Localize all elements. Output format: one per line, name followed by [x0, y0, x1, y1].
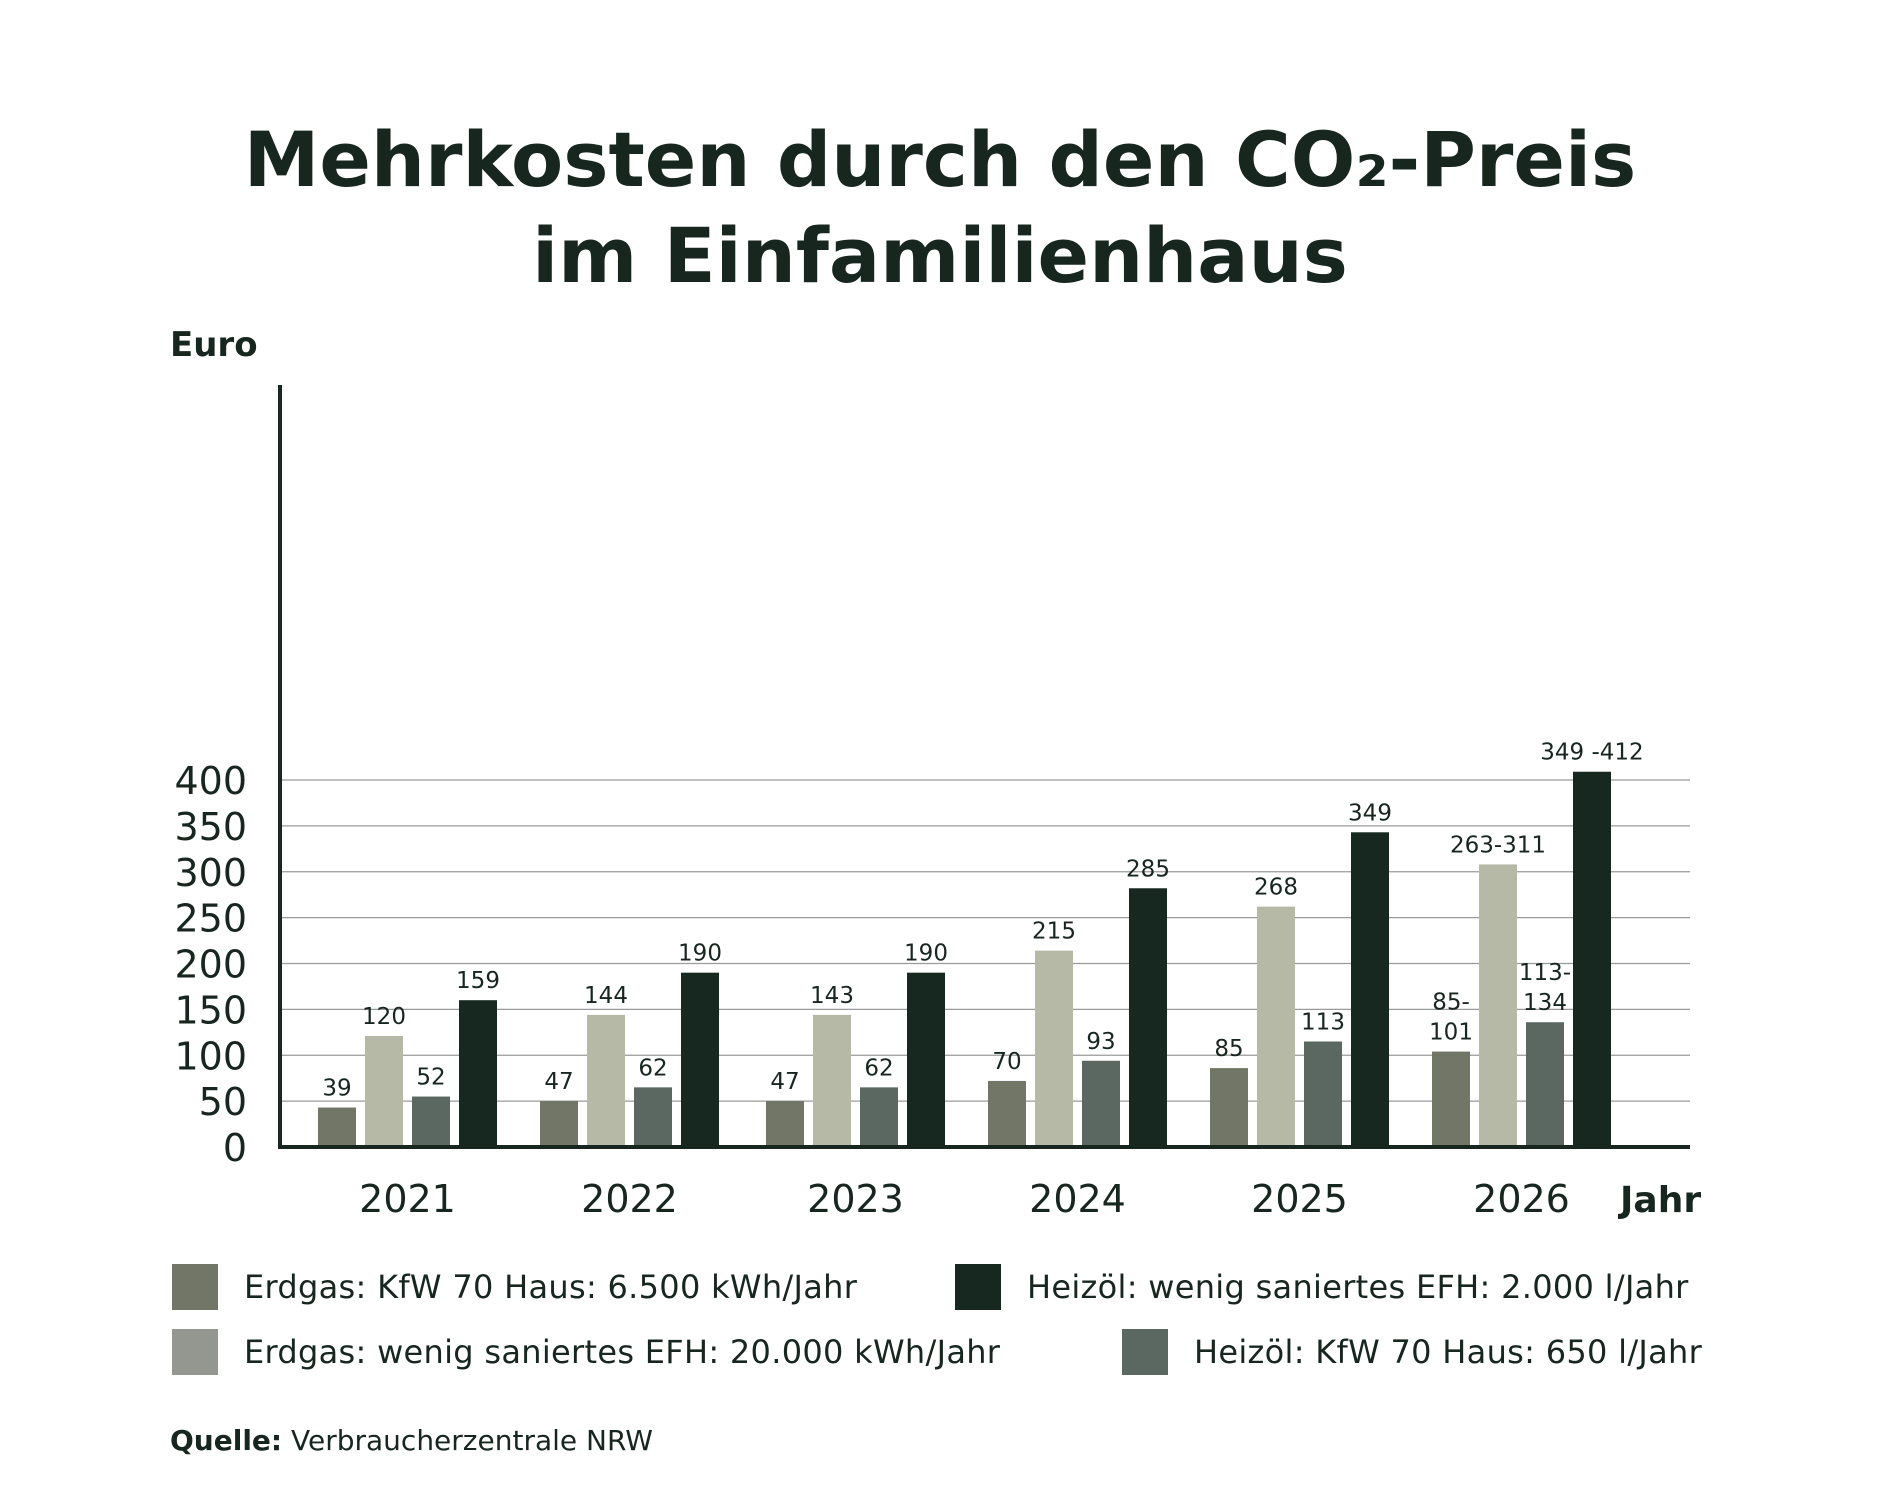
- legend-label-erdgas-efh: Erdgas: wenig saniertes EFH: 20.000 kWh/…: [244, 1333, 1001, 1371]
- data-label-2022-series-3: 62: [638, 1055, 667, 1081]
- chart-title-line-2: im Einfamilienhaus: [532, 211, 1348, 300]
- y-tick-label-400: 400: [174, 759, 247, 803]
- data-label-2024-series-2: 215: [1032, 919, 1076, 945]
- bar-2025-series-3: [1304, 1041, 1342, 1147]
- bar-2021-series-3: [412, 1096, 450, 1147]
- data-label-2024-series-3: 93: [1086, 1029, 1115, 1055]
- data-label-2026-series-3: 113-134: [1519, 960, 1571, 1016]
- bar-2022-series-4: [681, 972, 719, 1147]
- data-label-2021-series-2: 120: [362, 1004, 406, 1030]
- bar-2026-series-3: [1526, 1022, 1564, 1147]
- bar-2025-series-1: [1210, 1068, 1248, 1147]
- data-label-2025-series-4: 349: [1348, 800, 1392, 826]
- data-label-2025-series-1: 85: [1214, 1036, 1243, 1062]
- bar-2022-series-1: [540, 1101, 578, 1147]
- x-tick-label-2023: 2023: [807, 1177, 904, 1221]
- bar-2023-series-4: [907, 972, 945, 1147]
- data-label-2026-series-4: 349 -412: [1540, 740, 1643, 766]
- bar-2026-series-2: [1479, 864, 1517, 1147]
- data-label-2023-series-1: 47: [770, 1069, 799, 1095]
- legend-item-heizoel-efh: Heizöl: wenig saniertes EFH: 2.000 l/Jah…: [955, 1262, 1689, 1312]
- source-label: Quelle:: [170, 1424, 283, 1457]
- legend-label-heizoel-efh: Heizöl: wenig saniertes EFH: 2.000 l/Jah…: [1027, 1268, 1689, 1306]
- data-label-2025-series-2: 268: [1254, 875, 1298, 901]
- legend-swatch-erdgas-kfw70: [172, 1264, 218, 1310]
- data-label-2024-series-1: 70: [992, 1049, 1021, 1075]
- data-label-2021-series-3: 52: [416, 1065, 445, 1091]
- gridlines: [280, 779, 1690, 1102]
- bar-2021-series-4: [459, 1000, 497, 1147]
- bars: [318, 771, 1611, 1147]
- data-label-2026-series-1: 85-101: [1429, 990, 1473, 1046]
- bar-2025-series-2: [1257, 906, 1295, 1147]
- chart-title: Mehrkosten durch den CO₂-Preis im Einfam…: [0, 112, 1880, 304]
- data-label-2025-series-3: 113: [1301, 1009, 1345, 1035]
- x-tick-label-2026: 2026: [1473, 1177, 1570, 1221]
- bar-2023-series-3: [860, 1087, 898, 1147]
- data-label-2022-series-1: 47: [544, 1069, 573, 1095]
- bar-2024-series-3: [1082, 1060, 1120, 1147]
- y-tick-label-300: 300: [174, 851, 247, 895]
- bar-2024-series-1: [988, 1080, 1026, 1147]
- legend-swatch-heizoel-efh: [955, 1264, 1001, 1310]
- y-tick-label-350: 350: [174, 805, 247, 849]
- y-tick-label-250: 250: [174, 897, 247, 941]
- y-tick-label-150: 150: [174, 988, 247, 1032]
- source-text: Verbraucherzentrale NRW: [282, 1424, 653, 1457]
- data-label-2023-series-2: 143: [810, 983, 854, 1009]
- y-tick-label-0: 0: [223, 1126, 247, 1170]
- data-labels: 39 47 47 70 85 85-101 120 144 143 215 268 263-311 52…: [322, 740, 1643, 1102]
- legend-label-heizoel-kfw70: Heizöl: KfW 70 Haus: 650 l/Jahr: [1194, 1333, 1703, 1371]
- x-tick-label-2024: 2024: [1029, 1177, 1126, 1221]
- legend-item-heizoel-kfw70: Heizöl: KfW 70 Haus: 650 l/Jahr: [1122, 1327, 1702, 1377]
- bar-2021-series-2: [365, 1035, 403, 1147]
- data-label-2022-series-4: 190: [678, 941, 722, 967]
- y-tick-label-100: 100: [174, 1034, 247, 1078]
- bar-2026-series-1: [1432, 1051, 1470, 1147]
- bar-2022-series-3: [634, 1087, 672, 1147]
- y-axis-title: Euro: [170, 325, 258, 365]
- x-axis-title: Jahr: [1617, 1180, 1701, 1221]
- source-note: Quelle: Verbraucherzentrale NRW: [170, 1424, 653, 1457]
- bar-2025-series-4: [1351, 832, 1389, 1147]
- data-label-2021-series-1: 39: [322, 1076, 351, 1102]
- bar-2024-series-4: [1129, 888, 1167, 1147]
- data-label-2026-series-2: 263-311: [1450, 832, 1546, 858]
- bar-2023-series-1: [766, 1101, 804, 1147]
- legend-swatch-erdgas-efh: [172, 1329, 218, 1375]
- x-tick-label-2025: 2025: [1251, 1177, 1348, 1221]
- legend-item-erdgas-kfw70: Erdgas: KfW 70 Haus: 6.500 kWh/Jahr: [172, 1262, 857, 1312]
- bar-2021-series-1: [318, 1107, 356, 1147]
- bar-chart: 39 47 47 70 85 85-101 120 144 143 215 268 263-311 52…: [170, 325, 1701, 1221]
- bar-2022-series-2: [587, 1014, 625, 1147]
- y-tick-label-50: 50: [199, 1080, 247, 1124]
- data-label-2022-series-2: 144: [584, 983, 628, 1009]
- x-tick-label-2022: 2022: [581, 1177, 678, 1221]
- x-tick-label-2021: 2021: [359, 1177, 456, 1221]
- legend-swatch-heizoel-kfw70: [1122, 1329, 1168, 1375]
- chart-title-line-1: Mehrkosten durch den CO₂-Preis: [243, 115, 1637, 204]
- bar-2023-series-2: [813, 1014, 851, 1147]
- data-label-2024-series-4: 285: [1126, 856, 1170, 882]
- data-label-2023-series-3: 62: [864, 1055, 893, 1081]
- legend-item-erdgas-efh: Erdgas: wenig saniertes EFH: 20.000 kWh/…: [172, 1327, 1000, 1377]
- data-label-2021-series-4: 159: [456, 968, 500, 994]
- bar-2026-series-4: [1573, 771, 1611, 1147]
- bar-2024-series-2: [1035, 950, 1073, 1147]
- legend-label-erdgas-kfw70: Erdgas: KfW 70 Haus: 6.500 kWh/Jahr: [244, 1268, 858, 1306]
- data-label-2023-series-4: 190: [904, 941, 948, 967]
- y-tick-label-200: 200: [174, 943, 247, 987]
